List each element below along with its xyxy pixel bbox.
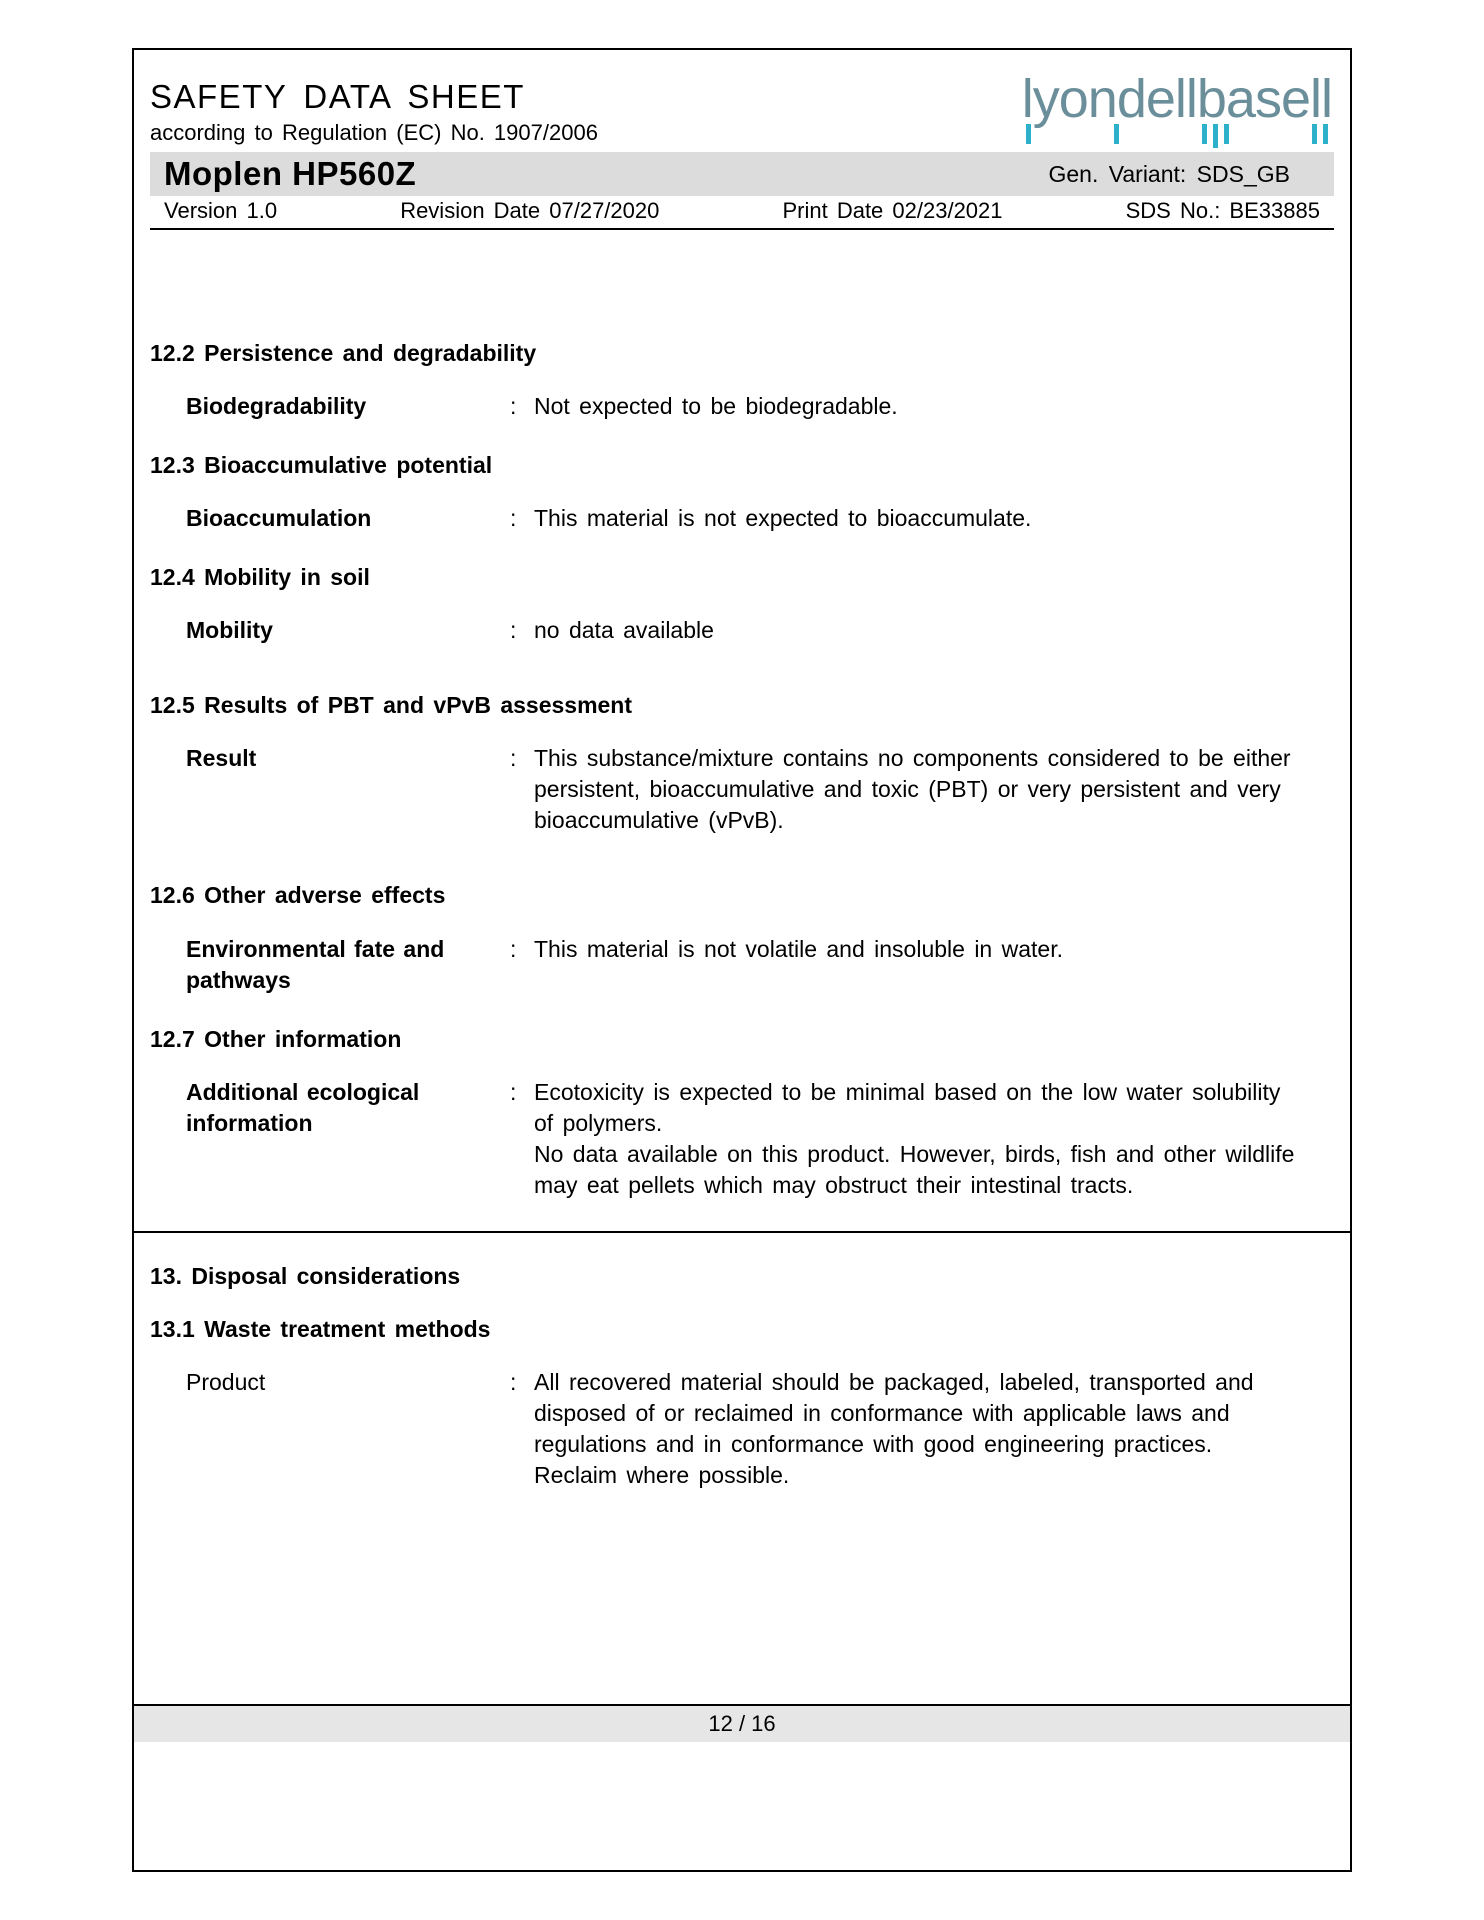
property-label: Result <box>150 743 510 836</box>
property-label: Mobility <box>150 615 510 646</box>
property-row: Mobility:no data available <box>150 615 1334 646</box>
logo-text: lyondellbasell <box>1022 72 1332 126</box>
property-value: This substance/mixture contains no compo… <box>534 743 1334 836</box>
meta-row: Version 1.0 Revision Date 07/27/2020 Pri… <box>150 196 1334 230</box>
gen-variant: Gen. Variant: SDS_GB <box>1048 161 1320 188</box>
property-value: Ecotoxicity is expected to be minimal ba… <box>534 1077 1334 1201</box>
version-text: Version 1.0 <box>164 198 277 224</box>
colon: : <box>510 503 534 534</box>
section-heading: 12.2 Persistence and degradability <box>150 338 1334 369</box>
product-name: Moplen HP560Z <box>164 155 416 193</box>
property-row: Additional ecological information:Ecotox… <box>150 1077 1334 1201</box>
sds-number: SDS No.: BE33885 <box>1126 198 1320 224</box>
property-label: Bioaccumulation <box>150 503 510 534</box>
section-13-heading: 13. Disposal considerations <box>150 1261 1334 1292</box>
page-footer: 12 / 16 <box>134 1704 1350 1742</box>
property-value: This material is not volatile and insolu… <box>534 934 1334 996</box>
property-label: Additional ecological information <box>150 1077 510 1201</box>
section-divider <box>134 1231 1350 1233</box>
property-row: Product:All recovered material should be… <box>150 1367 1334 1491</box>
document-frame: SAFETY DATA SHEET according to Regulatio… <box>132 48 1352 1872</box>
property-row: Bioaccumulation:This material is not exp… <box>150 503 1334 534</box>
page: SAFETY DATA SHEET according to Regulatio… <box>0 0 1484 1920</box>
page-number: 12 / 16 <box>708 1711 775 1736</box>
section-13-rows: Product:All recovered material should be… <box>150 1367 1334 1491</box>
header: SAFETY DATA SHEET according to Regulatio… <box>134 50 1350 230</box>
section-heading: 12.3 Bioaccumulative potential <box>150 450 1334 481</box>
colon: : <box>510 1077 534 1201</box>
colon: : <box>510 615 534 646</box>
colon: : <box>510 934 534 996</box>
property-label: Environmental fate and pathways <box>150 934 510 996</box>
property-row: Biodegradability:Not expected to be biod… <box>150 391 1334 422</box>
content-area: 12.2 Persistence and degradability Biodeg… <box>134 230 1350 1704</box>
colon: : <box>510 391 534 422</box>
section-13-1-heading: 13.1 Waste treatment methods <box>150 1314 1334 1345</box>
print-date: Print Date 02/23/2021 <box>782 198 1002 224</box>
property-row: Result:This substance/mixture contains n… <box>150 743 1334 836</box>
property-label: Product <box>150 1367 510 1491</box>
revision-date: Revision Date 07/27/2020 <box>400 198 659 224</box>
colon: : <box>510 1367 534 1491</box>
property-value: This material is not expected to bioaccu… <box>534 503 1334 534</box>
sections-container: 12.2 Persistence and degradability Biodeg… <box>150 338 1334 1201</box>
section-heading: 12.4 Mobility in soil <box>150 562 1334 593</box>
company-logo: lyondellbasell <box>1022 72 1332 148</box>
section-heading: 12.6 Other adverse effects <box>150 880 1334 911</box>
product-bar: Moplen HP560Z Gen. Variant: SDS_GB <box>150 152 1334 196</box>
colon: : <box>510 743 534 836</box>
property-value: All recovered material should be package… <box>534 1367 1334 1491</box>
bottom-spacer <box>134 1742 1350 1870</box>
property-value: Not expected to be biodegradable. <box>534 391 1334 422</box>
section-heading: 12.5 Results of PBT and vPvB assessment <box>150 690 1334 721</box>
property-row: Environmental fate and pathways:This mat… <box>150 934 1334 996</box>
section-heading: 12.7 Other information <box>150 1024 1334 1055</box>
property-value: no data available <box>534 615 1334 646</box>
property-label: Biodegradability <box>150 391 510 422</box>
